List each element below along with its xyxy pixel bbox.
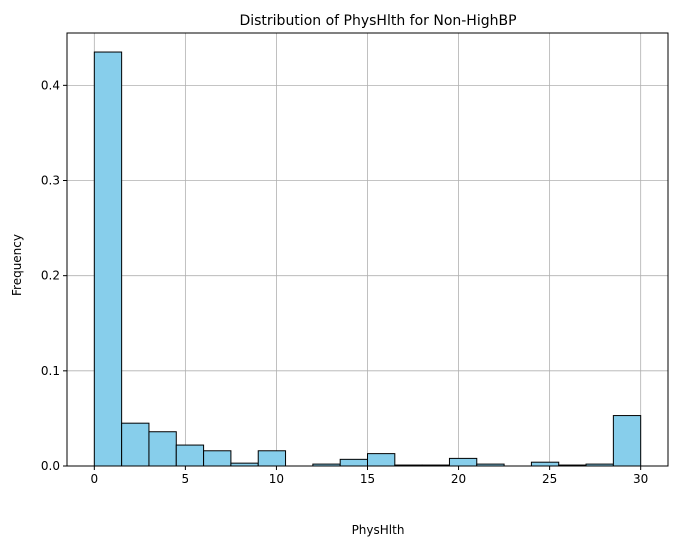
y-tick-label: 0.4 bbox=[41, 78, 60, 92]
x-tick-label: 0 bbox=[90, 472, 98, 486]
x-tick-label: 5 bbox=[182, 472, 190, 486]
x-tick-label: 20 bbox=[451, 472, 466, 486]
y-tick-label: 0.2 bbox=[41, 269, 60, 283]
histogram-bar bbox=[367, 453, 396, 467]
histogram-bar bbox=[121, 422, 150, 467]
x-axis-label: PhysHlth bbox=[352, 523, 405, 537]
histogram-bar bbox=[339, 458, 369, 467]
grid-lines bbox=[67, 33, 668, 467]
histogram-bar bbox=[175, 444, 205, 467]
y-tick-label: 0.1 bbox=[41, 364, 60, 378]
histogram-bar bbox=[448, 457, 478, 467]
x-tick-label: 15 bbox=[360, 472, 375, 486]
y-axis-ticks: 0.0 0.1 0.2 0.3 0.4 bbox=[41, 78, 67, 473]
histogram-bar bbox=[530, 461, 560, 467]
y-tick-label: 0.0 bbox=[41, 459, 60, 473]
x-tick-label: 30 bbox=[633, 472, 648, 486]
x-tick-label: 25 bbox=[542, 472, 557, 486]
histogram-bar bbox=[257, 450, 287, 467]
histogram-bar bbox=[203, 450, 232, 467]
x-tick-label: 10 bbox=[269, 472, 284, 486]
histogram-bar bbox=[612, 415, 642, 467]
x-axis-ticks: 0 5 10 15 20 25 30 bbox=[90, 466, 648, 486]
histogram-bars bbox=[93, 51, 642, 467]
histogram-bar bbox=[148, 431, 177, 467]
y-axis-label: Frequency bbox=[10, 234, 24, 296]
chart-title: Distribution of PhysHlth for Non-HighBP bbox=[239, 13, 516, 29]
y-tick-label: 0.3 bbox=[41, 174, 60, 188]
histogram-bar bbox=[93, 51, 123, 467]
